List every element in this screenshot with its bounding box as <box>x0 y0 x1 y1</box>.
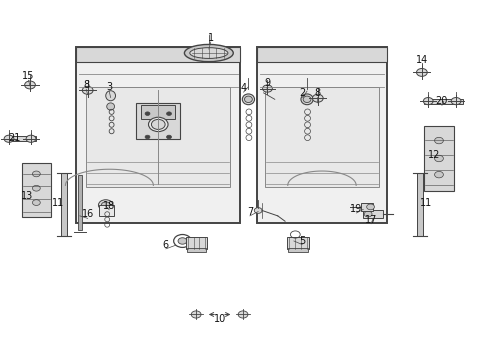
Bar <box>361 203 373 211</box>
Bar <box>257 47 387 62</box>
Circle shape <box>178 238 187 244</box>
Text: 5: 5 <box>299 236 305 246</box>
Circle shape <box>423 98 433 105</box>
Ellipse shape <box>106 91 116 101</box>
Circle shape <box>238 311 248 318</box>
Circle shape <box>263 85 272 92</box>
Bar <box>257 47 387 223</box>
Circle shape <box>167 135 172 139</box>
Bar <box>6 136 36 141</box>
Ellipse shape <box>190 48 228 58</box>
Circle shape <box>254 208 262 213</box>
Bar <box>424 99 464 104</box>
Ellipse shape <box>303 96 311 103</box>
Text: 7: 7 <box>247 207 253 217</box>
Text: 13: 13 <box>21 191 33 201</box>
Circle shape <box>4 135 14 142</box>
Circle shape <box>26 135 36 142</box>
Bar <box>76 47 240 223</box>
Circle shape <box>145 112 150 116</box>
Bar <box>99 205 114 216</box>
Circle shape <box>32 200 40 206</box>
Ellipse shape <box>184 44 233 62</box>
Text: 3: 3 <box>106 82 112 92</box>
Text: 19: 19 <box>350 204 363 215</box>
Bar <box>424 126 454 191</box>
Text: 17: 17 <box>365 215 377 225</box>
Circle shape <box>167 112 172 116</box>
Text: 4: 4 <box>241 83 246 93</box>
Text: 2: 2 <box>299 88 306 98</box>
Circle shape <box>24 81 35 89</box>
Bar <box>363 210 383 219</box>
Text: 8: 8 <box>314 88 320 98</box>
Bar <box>61 173 67 235</box>
Text: 11: 11 <box>52 198 65 208</box>
Ellipse shape <box>98 200 113 211</box>
Bar <box>136 103 180 139</box>
Ellipse shape <box>101 202 110 208</box>
Circle shape <box>313 94 323 102</box>
Circle shape <box>364 211 372 217</box>
Ellipse shape <box>107 103 115 110</box>
Text: 18: 18 <box>103 201 115 211</box>
Text: 6: 6 <box>163 240 169 250</box>
Circle shape <box>416 68 427 76</box>
Bar <box>22 163 51 217</box>
Circle shape <box>191 311 201 318</box>
Circle shape <box>435 171 443 178</box>
Circle shape <box>32 185 40 191</box>
Text: 12: 12 <box>428 150 441 160</box>
Text: 11: 11 <box>419 198 432 208</box>
Circle shape <box>435 155 443 162</box>
Text: 16: 16 <box>81 209 94 219</box>
Ellipse shape <box>148 117 168 132</box>
Text: 8: 8 <box>83 80 89 90</box>
Text: 10: 10 <box>214 314 226 324</box>
Text: 9: 9 <box>264 78 270 88</box>
Circle shape <box>32 171 40 177</box>
Bar <box>265 87 379 187</box>
Text: 21: 21 <box>8 133 21 143</box>
Circle shape <box>145 135 150 139</box>
Text: 1: 1 <box>208 33 214 43</box>
Bar <box>187 248 206 252</box>
Bar <box>86 87 230 187</box>
Circle shape <box>82 86 93 94</box>
Ellipse shape <box>151 120 165 130</box>
Bar <box>417 173 423 235</box>
Text: 15: 15 <box>23 71 35 81</box>
Circle shape <box>435 137 443 144</box>
Ellipse shape <box>301 94 313 105</box>
Bar <box>141 105 175 119</box>
Text: 20: 20 <box>436 96 448 106</box>
Text: 14: 14 <box>416 55 428 65</box>
Bar <box>287 237 309 249</box>
Ellipse shape <box>243 94 254 105</box>
Bar <box>78 175 82 230</box>
Ellipse shape <box>245 96 252 103</box>
Circle shape <box>451 98 461 105</box>
Bar <box>288 248 308 252</box>
Circle shape <box>367 204 374 210</box>
Bar <box>76 47 240 62</box>
Bar <box>186 237 207 249</box>
